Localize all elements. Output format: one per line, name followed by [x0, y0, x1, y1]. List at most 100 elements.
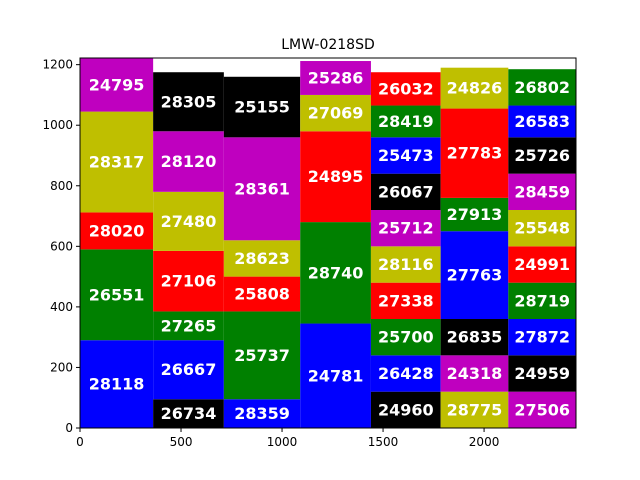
treemap-cell-25286 [300, 61, 371, 95]
cell-label: 25155 [234, 98, 290, 117]
treemap-cell-27480 [153, 191, 224, 251]
plot-frame [79, 57, 577, 429]
chart-title: LMW-0218SD [281, 37, 375, 53]
x-tick-label: 1500 [368, 435, 399, 449]
treemap-cell-24960 [370, 391, 441, 428]
cell-label: 26583 [514, 112, 570, 131]
cell-label: 28459 [514, 182, 570, 201]
y-tick-label: 600 [50, 239, 73, 253]
cell-label: 28120 [161, 152, 217, 171]
treemap-cell-27506 [508, 391, 576, 428]
treemap-cell-25155 [223, 76, 301, 138]
treemap-cell-27783 [440, 108, 509, 198]
treemap-cell-28459 [508, 173, 576, 210]
treemap-cell-28317 [80, 111, 154, 213]
treemap-cell-28419 [370, 105, 441, 138]
cell-label: 24781 [308, 366, 364, 385]
treemap-cell-26032 [370, 72, 441, 106]
cell-label: 26428 [378, 364, 434, 383]
cell-label: 27480 [161, 212, 217, 231]
x-tick-label: 500 [170, 435, 193, 449]
treemap-cell-27265 [153, 311, 224, 341]
cell-label: 28116 [378, 255, 434, 274]
cell-label: 26835 [447, 328, 503, 347]
x-tick-label: 1000 [267, 435, 298, 449]
cell-label: 28623 [234, 249, 290, 268]
cells-layer: 28118 26551 28020 28317 24795 26734 26667 27265… [80, 58, 576, 428]
treemap-cell-28361 [223, 137, 301, 241]
cell-label: 25548 [514, 219, 570, 238]
y-tick-label: 200 [50, 360, 73, 374]
cell-label: 24959 [514, 364, 570, 383]
treemap-cell-27763 [440, 231, 509, 319]
treemap-cell-27069 [300, 94, 371, 132]
treemap-cell-28116 [370, 246, 441, 283]
treemap-cell-28719 [508, 282, 576, 319]
cell-label: 27913 [447, 205, 503, 224]
cell-label: 27783 [447, 144, 503, 163]
cell-label: 27265 [161, 316, 217, 335]
cell-label: 27338 [378, 291, 434, 310]
treemap-cell-25548 [508, 209, 576, 247]
cell-label: 28020 [89, 221, 145, 240]
treemap-cell-24895 [300, 131, 371, 223]
cell-label: 25286 [308, 68, 364, 87]
treemap-cell-26583 [508, 105, 576, 138]
treemap-cell-28020 [80, 212, 154, 250]
treemap-cell-28623 [223, 240, 301, 277]
cell-label: 25700 [378, 328, 434, 347]
cell-label: 28775 [447, 400, 503, 419]
cell-label: 24991 [514, 255, 570, 274]
treemap-cell-25712 [370, 209, 441, 247]
treemap-cell-27872 [508, 318, 576, 356]
cell-label: 28419 [378, 112, 434, 131]
cell-label: 28317 [89, 153, 145, 172]
treemap-cell-27106 [153, 250, 224, 312]
cell-label: 28719 [514, 291, 570, 310]
cell-label: 27872 [514, 328, 570, 347]
cell-label: 28361 [234, 179, 290, 198]
treemap-cell-25700 [370, 318, 441, 356]
cell-label: 25808 [234, 285, 290, 304]
treemap-cell-24318 [440, 355, 509, 392]
cell-label: 28740 [308, 263, 364, 282]
y-tick-label: 400 [50, 300, 73, 314]
treemap-cell-26835 [440, 318, 509, 356]
cell-label: 24895 [308, 167, 364, 186]
x-tick-label: 2000 [469, 435, 500, 449]
treemap-cell-28305 [153, 72, 224, 132]
treemap-cell-26734 [153, 399, 224, 428]
cell-label: 27069 [308, 104, 364, 123]
x-tick-label: 0 [76, 435, 84, 449]
treemap-cell-24959 [508, 355, 576, 392]
treemap-cell-25726 [508, 137, 576, 174]
treemap-cell-26428 [370, 355, 441, 392]
treemap-cell-27338 [370, 282, 441, 319]
treemap-cell-28775 [440, 391, 509, 428]
cell-label: 25473 [378, 146, 434, 165]
treemap-cell-28118 [80, 340, 154, 428]
y-tick-label: 0 [65, 421, 73, 435]
cell-label: 27106 [161, 272, 217, 291]
treemap-cell-26067 [370, 173, 441, 210]
cell-label: 24960 [378, 400, 434, 419]
treemap-cell-28120 [153, 131, 224, 192]
cell-label: 27506 [514, 400, 570, 419]
treemap-cell-25737 [223, 311, 301, 400]
cell-label: 24826 [447, 79, 503, 98]
cell-label: 26032 [378, 79, 434, 98]
treemap-cell-28359 [223, 399, 301, 428]
cell-label: 25712 [378, 219, 434, 238]
treemap-cell-28740 [300, 222, 371, 324]
cell-label: 26734 [161, 404, 217, 423]
cell-label: 25726 [514, 146, 570, 165]
treemap-cell-24795 [80, 58, 154, 112]
cell-label: 26802 [514, 78, 570, 97]
treemap-cell-27913 [440, 197, 509, 232]
treemap-cell-24991 [508, 246, 576, 283]
cell-label: 27763 [447, 266, 503, 285]
cell-label: 26551 [89, 285, 145, 304]
cell-label: 25737 [234, 346, 290, 365]
cell-label: 26067 [378, 182, 434, 201]
